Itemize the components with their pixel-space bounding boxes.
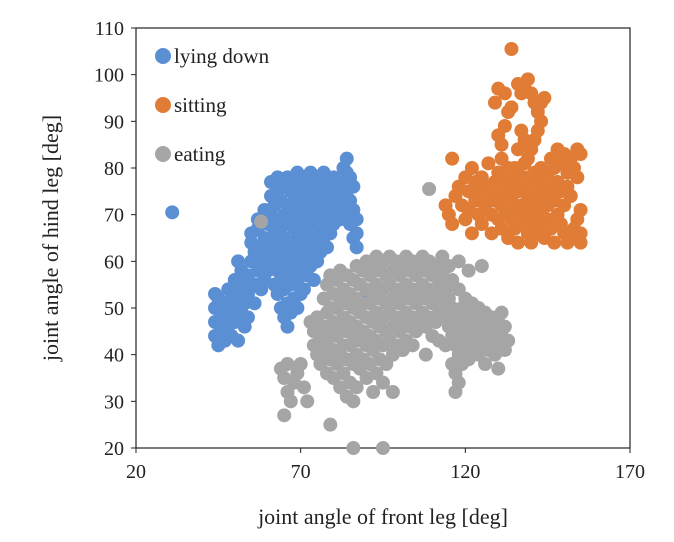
legend-marker xyxy=(155,146,171,162)
y-tick-label: 50 xyxy=(104,298,124,320)
y-tick-label: 20 xyxy=(104,438,124,460)
data-point xyxy=(481,156,496,171)
data-point xyxy=(557,226,572,241)
data-point xyxy=(405,338,420,353)
data-point xyxy=(300,394,315,409)
data-point xyxy=(451,375,466,390)
data-point xyxy=(474,217,489,231)
series-eating xyxy=(254,182,516,455)
data-point xyxy=(547,235,562,250)
data-point xyxy=(497,319,512,334)
data-point xyxy=(320,240,335,255)
x-tick-label: 20 xyxy=(126,461,146,483)
legend: lying down sitting eating xyxy=(155,44,270,166)
data-point xyxy=(464,161,479,175)
data-point xyxy=(570,170,585,185)
x-axis-ticks: 20 70 120 170 xyxy=(126,448,645,483)
data-point xyxy=(283,394,298,409)
data-point xyxy=(494,137,509,152)
data-point xyxy=(504,100,519,115)
data-point xyxy=(494,305,509,320)
data-point xyxy=(497,86,512,101)
y-tick-label: 100 xyxy=(94,65,124,87)
data-point xyxy=(349,212,364,227)
data-point xyxy=(491,361,506,376)
data-point xyxy=(280,319,295,334)
data-point xyxy=(376,375,390,390)
data-point xyxy=(231,333,246,348)
series-layer xyxy=(165,42,588,455)
data-point xyxy=(537,91,552,105)
data-point xyxy=(504,42,519,56)
x-tick-label: 120 xyxy=(450,461,480,483)
x-axis-title: joint angle of front leg [deg] xyxy=(257,504,508,529)
data-point xyxy=(474,259,489,273)
data-point xyxy=(501,333,516,348)
data-point xyxy=(349,380,364,395)
y-tick-label: 70 xyxy=(104,205,124,227)
y-tick-label: 30 xyxy=(104,391,124,413)
y-axis-ticks: 20 30 40 50 60 70 80 90 100 110 xyxy=(94,18,136,460)
legend-marker xyxy=(155,48,171,64)
data-point xyxy=(277,408,292,423)
data-point xyxy=(478,357,493,371)
data-point xyxy=(254,214,269,229)
data-point xyxy=(563,189,578,203)
data-point xyxy=(323,417,338,432)
y-axis-title: joint angle of hind leg [deg] xyxy=(38,115,63,362)
data-point xyxy=(573,147,588,161)
data-point xyxy=(376,441,390,455)
series-lying-down xyxy=(165,151,371,353)
data-point xyxy=(517,156,532,171)
data-point xyxy=(346,179,361,194)
y-tick-label: 90 xyxy=(104,111,124,133)
legend-marker xyxy=(155,97,171,113)
data-point xyxy=(418,347,433,362)
data-point xyxy=(306,273,321,287)
data-point xyxy=(461,263,476,278)
data-point xyxy=(445,151,460,166)
data-point xyxy=(422,182,437,196)
y-tick-label: 60 xyxy=(104,251,124,273)
data-point xyxy=(165,205,180,220)
data-point xyxy=(293,357,308,371)
data-point xyxy=(511,235,526,250)
data-point xyxy=(247,296,262,311)
data-point xyxy=(487,95,502,110)
data-point xyxy=(451,254,466,269)
legend-label: lying down xyxy=(174,44,270,68)
data-point xyxy=(346,441,361,455)
data-point xyxy=(366,385,381,399)
y-tick-label: 40 xyxy=(104,345,124,367)
data-point xyxy=(290,301,305,315)
data-point xyxy=(445,217,460,231)
data-point xyxy=(464,226,479,241)
x-tick-label: 70 xyxy=(291,461,311,483)
legend-label: sitting xyxy=(174,93,227,117)
data-point xyxy=(349,226,364,241)
data-point xyxy=(296,380,311,395)
data-point xyxy=(385,385,400,399)
data-point xyxy=(280,357,295,371)
data-point xyxy=(296,282,311,297)
data-point xyxy=(339,151,354,166)
series-sitting xyxy=(438,42,588,250)
data-point xyxy=(511,142,526,157)
data-point xyxy=(520,72,535,87)
x-tick-label: 170 xyxy=(615,461,645,483)
data-point xyxy=(240,310,255,325)
data-point xyxy=(346,394,361,409)
legend-label: eating xyxy=(174,142,226,166)
y-tick-label: 110 xyxy=(95,18,124,40)
y-tick-label: 80 xyxy=(104,158,124,180)
data-point xyxy=(514,123,529,138)
